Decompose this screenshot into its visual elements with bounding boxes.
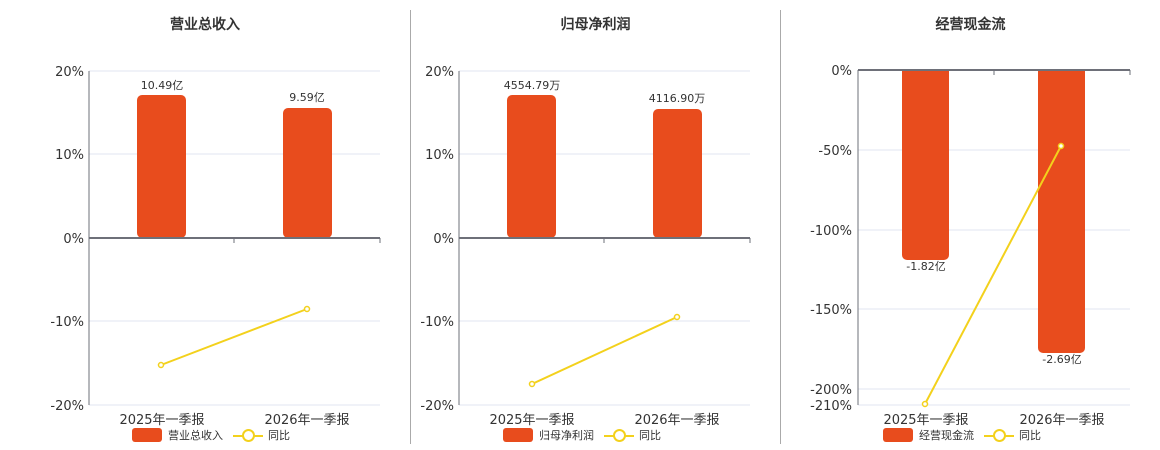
legend-bar-label[interactable]: 归母净利润 xyxy=(539,429,594,442)
bar-2025 xyxy=(902,70,949,260)
bar-label: 4116.90万 xyxy=(649,92,706,105)
yoy-point xyxy=(921,400,929,408)
x-tick: 2026年一季报 xyxy=(634,413,719,428)
chart-revenue-plot: 20% 10% 0% -10% -20% 10.49亿 9.59亿 2025年一… xyxy=(50,65,381,428)
legend: 营业总收入 同比 xyxy=(132,427,290,443)
yoy-point xyxy=(157,361,165,369)
bar-2026 xyxy=(653,109,702,238)
chart-net-profit-plot: 20% 10% 0% -10% -20% 4554.79万 4116.90万 2… xyxy=(420,65,751,428)
divider xyxy=(780,10,781,444)
y-tick: -100% xyxy=(810,224,852,239)
yoy-point xyxy=(673,313,681,321)
x-tick: 2026年一季报 xyxy=(1019,413,1104,428)
y-tick: 0% xyxy=(831,64,852,79)
bar-label: 4554.79万 xyxy=(504,79,561,92)
legend-bar-swatch[interactable] xyxy=(883,428,913,442)
bar-label: -2.69亿 xyxy=(1042,353,1081,366)
bar-2025 xyxy=(507,95,556,238)
yoy-line xyxy=(531,316,678,385)
yoy-point xyxy=(528,380,536,388)
chart-title: 经营现金流 xyxy=(935,17,1006,33)
chart-panel-revenue: 营业总收入 20% 10% 0% -10% -20% 10.49亿 9.59亿 … xyxy=(0,0,410,450)
y-tick: 0% xyxy=(63,232,84,247)
legend: 归母净利润 同比 xyxy=(503,427,661,443)
y-tick: -20% xyxy=(420,399,454,414)
legend-line-label[interactable]: 同比 xyxy=(268,429,290,442)
x-tick: 2025年一季报 xyxy=(119,413,204,428)
y-tick: 0% xyxy=(433,232,454,247)
yoy-line xyxy=(924,145,1062,405)
bar-2025 xyxy=(137,95,186,238)
y-tick: -20% xyxy=(50,399,84,414)
chart-panel-net-profit: 归母净利润 20% 10% 0% -10% -20% 4554.79万 4116… xyxy=(411,0,780,450)
bar-label: -1.82亿 xyxy=(906,260,945,273)
yoy-line xyxy=(160,308,308,366)
y-tick-labels: 20% 10% 0% -10% -20% xyxy=(50,65,84,414)
y-tick: -150% xyxy=(810,303,852,318)
legend-bar-label[interactable]: 营业总收入 xyxy=(168,429,223,442)
x-tick: 2025年一季报 xyxy=(489,413,574,428)
legend-line-label[interactable]: 同比 xyxy=(639,429,661,442)
legend-line-label[interactable]: 同比 xyxy=(1019,429,1041,442)
legend-line-icon[interactable] xyxy=(984,428,1014,442)
legend-bar-swatch[interactable] xyxy=(132,428,162,442)
gridlines xyxy=(89,70,380,406)
y-tick: -10% xyxy=(420,315,454,330)
legend: 经营现金流 同比 xyxy=(883,427,1041,443)
yoy-point xyxy=(303,305,311,313)
y-tick: -200% xyxy=(810,383,852,398)
chart-title: 归母净利润 xyxy=(560,17,631,33)
legend-line-icon[interactable] xyxy=(233,428,263,442)
chart-cash-flow-plot: 0% -50% -100% -150% -200% -210% -1.82亿 -… xyxy=(810,64,1131,428)
y-tick: -210% xyxy=(810,399,852,414)
legend-bar-label[interactable]: 经营现金流 xyxy=(919,429,974,442)
bar-label: 9.59亿 xyxy=(289,91,325,104)
legend-line-icon[interactable] xyxy=(604,428,634,442)
x-tick: 2026年一季报 xyxy=(264,413,349,428)
x-tick: 2025年一季报 xyxy=(883,413,968,428)
bar-2026 xyxy=(1038,70,1085,353)
y-tick: 10% xyxy=(55,148,84,163)
chart-panel-operating-cash-flow: 经营现金流 0% -50% -100% -150% -200% -210% -1… xyxy=(781,0,1160,450)
y-tick: 20% xyxy=(55,65,84,80)
bar-label: 10.49亿 xyxy=(141,79,184,92)
bar-2026 xyxy=(283,108,332,238)
y-tick: 10% xyxy=(425,148,454,163)
y-tick: -10% xyxy=(50,315,84,330)
y-tick: -50% xyxy=(818,144,852,159)
legend-bar-swatch[interactable] xyxy=(503,428,533,442)
chart-title: 营业总收入 xyxy=(170,17,240,33)
yoy-point xyxy=(1057,142,1065,150)
divider xyxy=(410,10,411,444)
y-tick: 20% xyxy=(425,65,454,80)
